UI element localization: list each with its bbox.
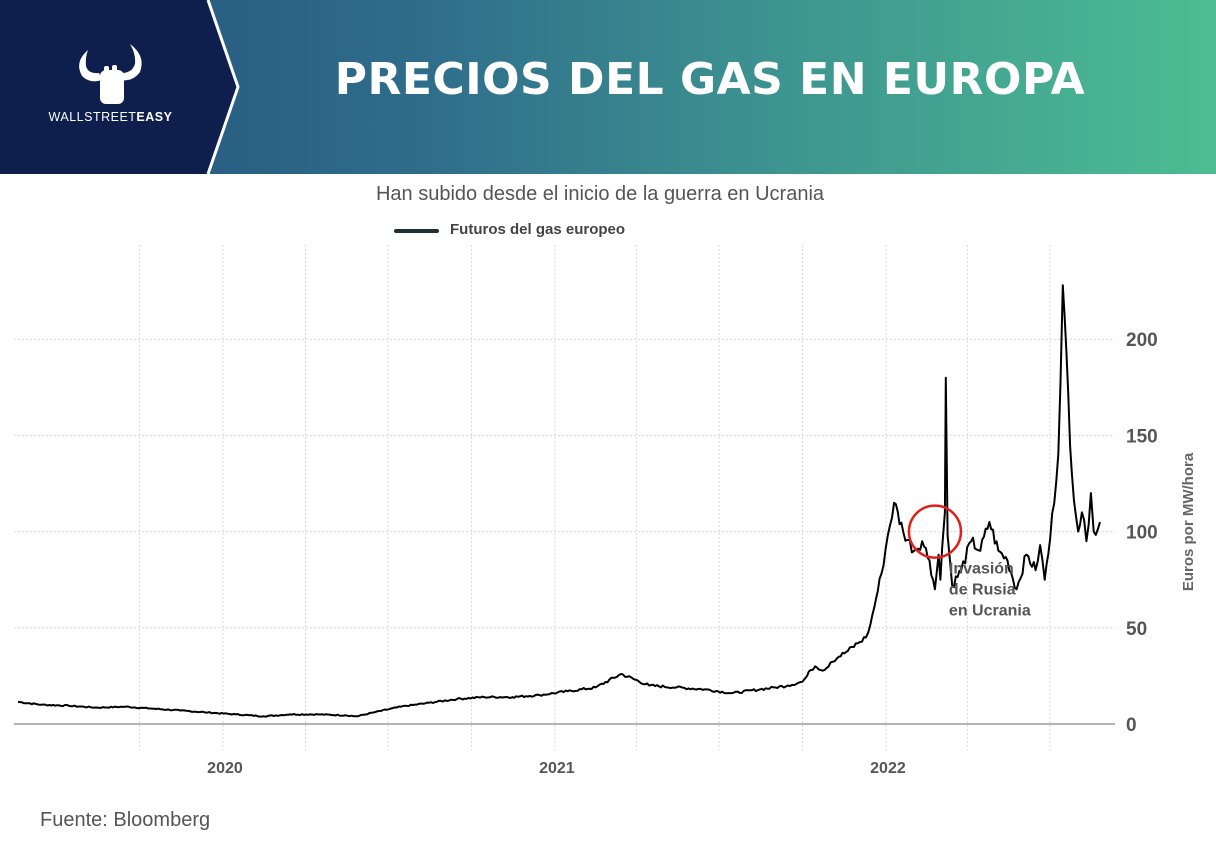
brand-name: WALLSTREETEASY <box>48 110 173 124</box>
y-tick-label: 0 <box>1126 715 1137 736</box>
series-line <box>17 284 1101 718</box>
annotation-text: Invasión de Rusia en Ucrania <box>949 561 1031 620</box>
page-title: PRECIOS DEL GAS EN EUROPA <box>334 54 1086 105</box>
logo: WALLSTREETEASY <box>0 0 240 174</box>
chart-subtitle: Han subido desde el inicio de la guerra … <box>375 183 825 205</box>
y-tick-label: 200 <box>1126 330 1158 351</box>
y-tick-label: 100 <box>1126 523 1158 544</box>
legend-swatch <box>394 229 439 233</box>
y-tick-label: 50 <box>1126 619 1147 640</box>
annotation-line: de Rusia <box>949 582 1016 599</box>
header-banner: WALLSTREETEASY PRECIOS DEL GAS EN EUROPA <box>0 0 1216 174</box>
bull-hand-icon <box>79 44 142 104</box>
annotation-circle <box>907 504 963 559</box>
x-tick-label: 2021 <box>539 760 575 777</box>
gridlines <box>14 245 1115 750</box>
y-tick-labels: 0 50 100 150 200 <box>1126 330 1158 736</box>
x-tick-label: 2020 <box>207 760 243 777</box>
annotation-line: Invasión <box>949 561 1014 578</box>
annotation-line: en Ucrania <box>949 603 1031 620</box>
source-note: Fuente: Bloomberg <box>40 809 211 831</box>
x-tick-labels: 2020 2021 2022 <box>207 760 906 777</box>
legend-label: Futuros del gas europeo <box>450 221 626 238</box>
y-tick-label: 150 <box>1126 426 1158 447</box>
x-tick-label: 2022 <box>870 760 906 777</box>
y-axis-label: Euros por MW/hora <box>1180 452 1197 591</box>
